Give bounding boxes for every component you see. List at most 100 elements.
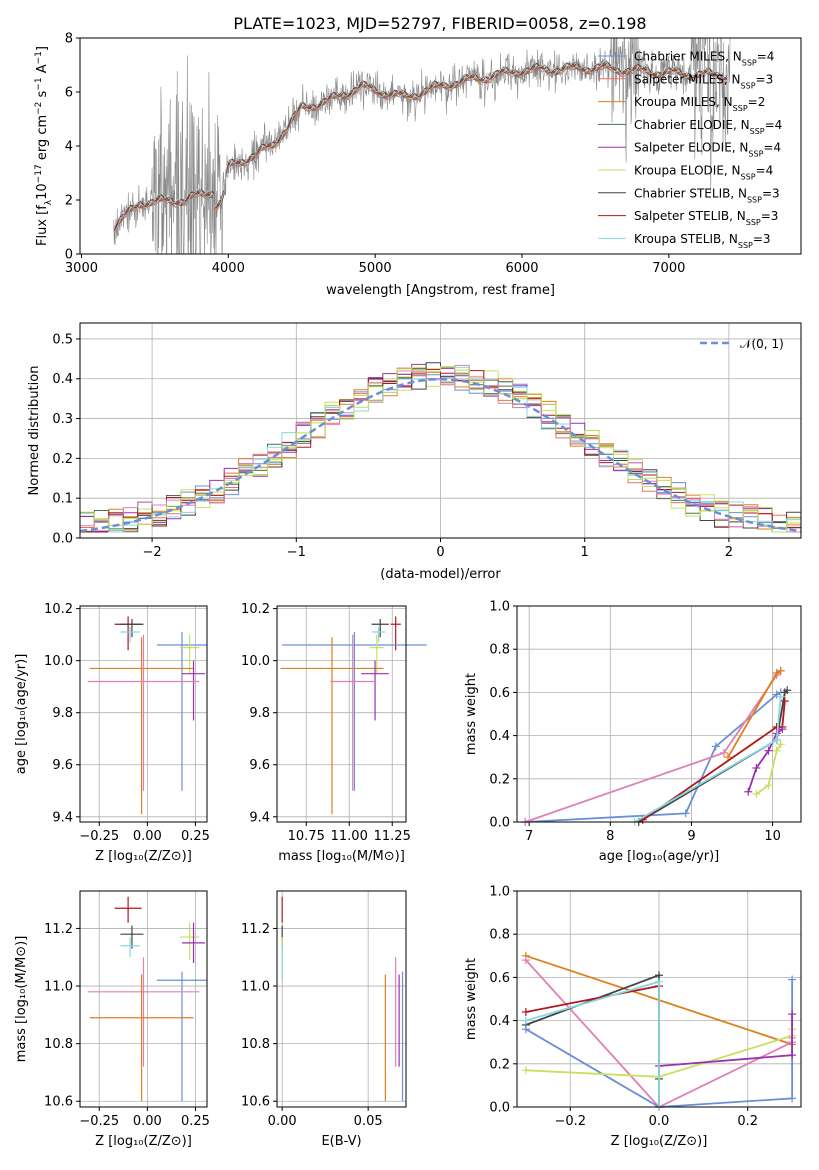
y-tick-label: 0.4 xyxy=(52,372,73,387)
y-tick-label: 10.8 xyxy=(241,1037,270,1052)
legend-sub: SSP xyxy=(741,172,756,181)
x-tick-label: 0.00 xyxy=(133,1114,162,1129)
legend-name: Salpeter MILES, N xyxy=(634,72,741,86)
x-tick-label: −0.25 xyxy=(79,829,119,844)
x-tick-label: 11.00 xyxy=(331,829,368,844)
y-tick-label: 10.8 xyxy=(44,1037,73,1052)
x-tick-label: 0.00 xyxy=(133,829,162,844)
legend-sub: SSP xyxy=(747,195,762,204)
legend-value: =3 xyxy=(753,232,771,246)
weight-line xyxy=(642,700,786,821)
y-tick-label: 6 xyxy=(65,86,73,101)
y-tick-label: 0.2 xyxy=(489,1057,510,1072)
y-tick-label: 9.4 xyxy=(52,810,73,825)
axes-frame xyxy=(516,890,802,1108)
x-axis-label: Z [log₁₀(Z/Z⊙)] xyxy=(95,1134,192,1149)
y-tick-label: 11.2 xyxy=(44,922,73,937)
y-tick-label: 0.2 xyxy=(489,772,510,787)
legend-name: Kroupa ELODIE, N xyxy=(634,164,741,178)
x-tick-label: −2 xyxy=(143,545,162,560)
y-tick-label: 10.6 xyxy=(44,1095,73,1110)
weight-line xyxy=(638,689,788,823)
y-tick-label: 1.0 xyxy=(489,885,510,900)
x-tick-label: 0.25 xyxy=(181,829,210,844)
legend-value: =2 xyxy=(748,95,766,109)
x-tick-label: 7000 xyxy=(652,261,685,276)
y-axis-label-part: s xyxy=(35,90,50,101)
y-tick-label: 10.6 xyxy=(241,1095,270,1110)
legend-value: =3 xyxy=(762,186,780,200)
x-tick-label: 8 xyxy=(606,829,614,844)
legend-sub: SSP xyxy=(750,126,765,135)
x-tick-label: 0.0 xyxy=(649,1114,670,1129)
x-tick-label: 4000 xyxy=(212,261,245,276)
weight-line xyxy=(525,984,660,1107)
spectrum-panel: 3000 4000 5000 6000 7000 0 2 4 6 8 wavelength [Ang… xyxy=(34,32,802,298)
x-axis-label: Z [log₁₀(Z/Z⊙)] xyxy=(611,1134,708,1149)
y-axis-label-part: erg cm xyxy=(35,115,50,164)
x-tick-label: 3000 xyxy=(65,261,98,276)
y-tick-label: 2 xyxy=(65,194,73,209)
y-axis-label-part: −2 xyxy=(34,102,44,115)
y-axis-label-part: −1 xyxy=(34,77,44,90)
legend-label: Salpeter ELODIE, NSSP=4 xyxy=(634,141,781,159)
y-tick-label: 11.2 xyxy=(241,922,270,937)
x-tick-label: 0.2 xyxy=(737,1114,758,1129)
residual-panel: −2 −1 0 1 2 0.0 0.1 0.2 0.3 0.4 0.5 (data-model)/er… xyxy=(27,322,802,582)
axes-frame xyxy=(79,890,208,1108)
x-tick-label: 0 xyxy=(436,545,444,560)
weight-vs-age-panel: 7 8 9 10 0.0 0.2 0.4 0.6 0.8 1.0 age [log₁₀(age/yr… xyxy=(464,600,802,864)
legend-label: 𝒩(0, 1) xyxy=(740,337,784,351)
legend-label: Chabrier MILES, NSSP=4 xyxy=(634,50,774,68)
legend-name: Salpeter STELIB, N xyxy=(634,209,746,223)
age-vs-z-panel: −0.25 0.00 0.25 9.4 9.6 9.8 10.0 10.2 Z [log₁₀(Z… xyxy=(14,602,210,864)
legend-name: Chabrier STELIB, N xyxy=(634,186,747,200)
x-tick-label: 10.75 xyxy=(288,829,325,844)
weight-line xyxy=(525,691,782,823)
legend-label: Chabrier ELODIE, NSSP=4 xyxy=(634,118,782,136)
y-axis-label-part: Flux [f xyxy=(35,205,50,246)
figure-title: PLATE=1023, MJD=52797, FIBERID=0058, z=0… xyxy=(233,14,646,33)
y-tick-label: 0.4 xyxy=(489,1014,510,1029)
x-tick-label: 0.25 xyxy=(181,1114,210,1129)
y-axis-label: Normed distribution xyxy=(27,366,42,496)
y-axis-label-part: −1 xyxy=(34,51,44,64)
weight-line xyxy=(524,670,782,823)
y-tick-label: 9.4 xyxy=(249,810,270,825)
y-tick-label: 10.2 xyxy=(44,602,73,617)
legend-name: Salpeter ELODIE, N xyxy=(634,141,748,155)
legend-label: Kroupa ELODIE, NSSP=4 xyxy=(634,164,773,182)
x-tick-label: 6000 xyxy=(505,261,538,276)
mass-vs-z-panel: −0.25 0.00 0.25 10.6 10.8 11.0 11.2 Z [log₁₀(Z/… xyxy=(14,890,210,1149)
legend-name: Kroupa STELIB, N xyxy=(634,232,738,246)
x-axis-label: E(B-V) xyxy=(321,1134,361,1149)
y-tick-label: 0.1 xyxy=(52,492,73,507)
x-tick-label: 9 xyxy=(687,829,695,844)
y-tick-label: 8 xyxy=(65,32,73,47)
legend-name: Kroupa MILES, N xyxy=(634,95,733,109)
y-axis-label-part: λ xyxy=(44,199,54,205)
y-tick-label: 0.0 xyxy=(489,1101,510,1116)
legend-value: =3 xyxy=(761,209,779,223)
model-spectrum-line xyxy=(113,60,728,230)
mass-vs-ebv-panel: 0.00 0.05 10.6 10.8 11.0 11.2 E(B-V) xyxy=(241,890,407,1149)
axes-frame xyxy=(79,322,802,539)
legend-value: =4 xyxy=(765,118,783,132)
x-tick-label: 11.25 xyxy=(374,829,411,844)
axes-frame xyxy=(516,605,802,823)
legend-name: Chabrier ELODIE, N xyxy=(634,118,750,132)
y-axis-label: Flux [fλ10−17 erg cm−2 s−1 A−1] xyxy=(34,46,54,246)
y-tick-label: 11.0 xyxy=(44,980,73,995)
y-tick-label: 0.0 xyxy=(52,532,73,547)
y-axis-label: mass weight xyxy=(464,958,479,1040)
weight-vs-z-panel: −0.2 0.0 0.2 0.0 0.2 0.4 0.6 0.8 1.0 Z [log₁₀(Z/Z… xyxy=(464,885,802,1149)
y-axis-label: age [log₁₀(age/yr)] xyxy=(14,654,29,775)
legend-sub: SSP xyxy=(742,58,757,67)
y-axis-label-part: A xyxy=(35,64,50,77)
x-tick-label: 1 xyxy=(581,545,589,560)
plot-area xyxy=(80,362,801,538)
legend-sub: SSP xyxy=(738,240,753,249)
legend-label: Kroupa STELIB, NSSP=3 xyxy=(634,232,771,250)
